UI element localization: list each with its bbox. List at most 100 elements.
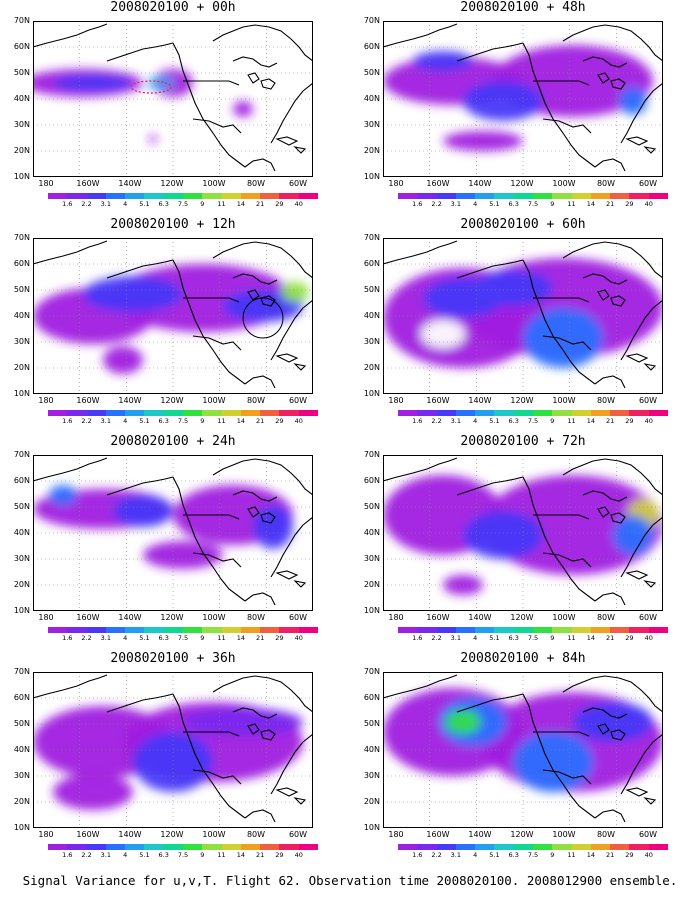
colorbar-swatch [105,844,126,850]
colorbar-swatch [552,193,572,199]
colorbar-swatch [144,627,164,633]
colorbar-swatch [455,410,476,416]
longitude-tick-label: 80W [246,396,266,405]
colorbar-swatch [182,410,203,416]
colorbar-swatch [398,844,418,850]
latitude-tick-label: 10N [13,172,30,181]
latitude-tick-label: 70N [13,16,30,25]
colorbar-swatch [532,193,553,199]
colorbar-label: 11 [217,634,226,642]
longitude-tick-label: 180 [38,613,54,622]
colorbar-swatch [629,410,649,416]
longitude-tick-label: 100W [202,613,226,622]
colorbar-label: 6.3 [508,851,519,859]
latitude-tick-label: 70N [363,667,380,676]
colorbar-label: 6.3 [508,634,519,642]
colorbar-swatch [436,410,456,416]
colorbar-swatch [417,844,437,850]
colorbar-swatch [279,410,299,416]
colorbar-label: 9 [200,200,205,208]
longitude-tick-label: 100W [552,396,576,405]
colorbar-label: 14 [586,851,595,859]
longitude-tick-label: 60W [288,830,308,839]
latitude-tick-label: 10N [363,823,380,832]
latitude-tick-label: 40N [13,94,30,103]
colorbar-label: 3.1 [100,200,112,208]
colorbar-label: 9 [550,851,555,859]
variance-map [33,672,313,828]
colorbar-swatch [298,844,318,850]
colorbar-swatch [86,627,106,633]
colorbar-label: 4 [123,634,128,642]
colorbar-swatch [221,844,241,850]
colorbar-labels: 1.6 2.2 3.1 4 5.1 6.3 7.5 9 11 14 21 29 40 [398,200,653,210]
colorbar-swatch [513,844,533,850]
colorbar-label: 1.6 [62,634,73,642]
colorbar-label: 4 [473,851,478,859]
colorbar-swatch [648,410,668,416]
longitude-tick-label: 80W [596,613,616,622]
longitude-tick-label: 60W [288,179,308,188]
colorbar-swatch [298,627,318,633]
colorbar-label: 3.1 [450,200,462,208]
colorbar-swatch [475,193,495,199]
forecast-panel: 2008020100 + 24h 70N 60N 50N 40N 30N 20N 10N 180… [0,434,340,649]
latitude-tick-label: 70N [13,450,30,459]
colorbar-label: 7.5 [527,851,539,859]
colorbar-swatch [610,627,630,633]
longitude-tick-label: 180 [388,179,404,188]
colorbar-label: 6.3 [158,851,169,859]
forecast-panel: 2008020100 + 12h 70N 60N 50N 40N 30N 20N 10N 180… [0,217,340,432]
colorbar-swatch [279,627,299,633]
panel-title: 2008020100 + 12h [110,217,236,232]
variance-map [33,455,313,611]
colorbar-labels: 1.6 2.2 3.1 4 5.1 6.3 7.5 9 11 14 21 29 40 [398,417,653,427]
colorbar-label: 21 [606,851,615,859]
colorbar-label: 21 [606,417,615,425]
latitude-tick-label: 20N [363,797,380,806]
figure-caption: Signal Variance for u,v,T. Flight 62. Ob… [22,873,678,888]
colorbar-labels: 1.6 2.2 3.1 4 5.1 6.3 7.5 9 11 14 21 29 40 [398,634,653,644]
colorbar-swatch [67,193,87,199]
colorbar-label: 29 [275,200,284,208]
colorbar-swatch [182,193,203,199]
colorbar-swatch [398,193,418,199]
variance-map [33,21,313,177]
longitude-tick-label: 140W [118,830,142,839]
colorbar-label: 11 [217,417,226,425]
longitude-tick-label: 60W [638,830,658,839]
colorbar-label: 21 [256,634,265,642]
longitude-tick-label: 80W [596,830,616,839]
longitude-tick-label: 180 [388,396,404,405]
colorbar-swatch [298,193,318,199]
longitude-tick-label: 80W [246,830,266,839]
colorbar-label: 1.6 [412,851,423,859]
latitude-tick-label: 30N [363,554,380,563]
colorbar-swatch [552,410,572,416]
colorbar-swatch [648,193,668,199]
colorbar-label: 4 [473,634,478,642]
latitude-tick-label: 40N [13,311,30,320]
colorbar-label: 2.2 [431,851,442,859]
latitude-tick-label: 70N [13,233,30,242]
forecast-panel: 2008020100 + 00h 70N 60N 50N 40N 30N 20N 10N 180… [0,0,340,215]
colorbar [48,627,318,633]
latitude-tick-label: 60N [13,476,30,485]
colorbar-label: 40 [294,200,303,208]
colorbar-label: 1.6 [412,200,423,208]
colorbar-label: 3.1 [100,634,112,642]
colorbar-swatch [221,410,241,416]
latitude-tick-label: 60N [363,693,380,702]
latitude-tick-label: 60N [13,42,30,51]
longitude-tick-label: 60W [638,179,658,188]
latitude-tick-label: 50N [363,285,380,294]
colorbar-swatch [182,627,203,633]
colorbar-label: 7.5 [177,417,189,425]
colorbar-label: 5.1 [139,417,150,425]
panel-title: 2008020100 + 36h [110,651,236,666]
colorbar-label: 11 [217,200,226,208]
colorbar [398,193,668,199]
colorbar-labels: 1.6 2.2 3.1 4 5.1 6.3 7.5 9 11 14 21 29 40 [398,851,653,861]
longitude-tick-label: 160W [426,179,450,188]
longitude-tick-label: 60W [288,396,308,405]
